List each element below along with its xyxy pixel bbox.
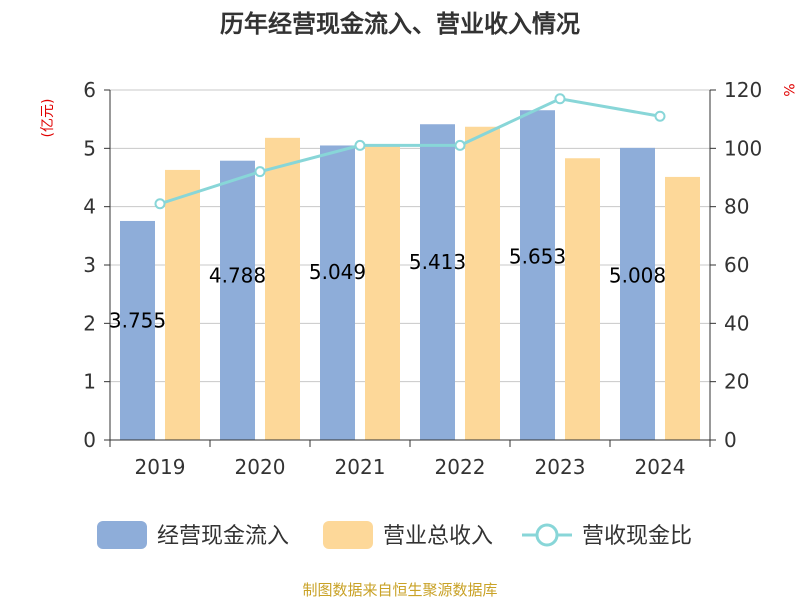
bar-revenue	[365, 145, 400, 440]
x-tick-label: 2023	[535, 455, 586, 479]
data-label: 4.788	[209, 264, 266, 288]
right-tick-label: 60	[724, 253, 749, 277]
chart-title: 历年经营现金流入、营业收入情况	[220, 10, 580, 38]
bar-cash-inflow	[520, 110, 555, 440]
line-point	[554, 93, 566, 105]
data-label: 5.653	[509, 244, 566, 268]
line-ratio	[159, 97, 661, 206]
left-tick-label: 4	[83, 195, 96, 219]
left-tick-label: 3	[83, 253, 96, 277]
right-tick-label: 0	[724, 428, 737, 452]
bar-revenue	[165, 169, 200, 440]
bar-revenue	[665, 176, 700, 440]
right-tick-label: 100	[724, 136, 762, 160]
left-tick-label: 5	[83, 136, 96, 160]
data-label: 5.008	[609, 264, 666, 288]
right-tick-label: 20	[724, 370, 749, 394]
bar-revenue	[265, 137, 300, 441]
line-point	[154, 198, 166, 210]
x-tick-label: 2022	[435, 455, 486, 479]
right-tick-label: 80	[724, 195, 749, 219]
line-point	[254, 166, 266, 178]
line-point	[454, 139, 466, 151]
bar-revenue	[565, 158, 600, 440]
left-tick-label: 1	[83, 370, 96, 394]
right-tick-label: 40	[724, 311, 749, 335]
line-series	[154, 93, 666, 210]
x-tick-label: 2024	[635, 455, 686, 479]
x-tick-label: 2021	[335, 455, 386, 479]
data-label: 5.049	[309, 260, 366, 284]
bar-cash-inflow	[320, 145, 355, 440]
bar-cash-inflow	[620, 147, 655, 440]
data-label: 5.413	[409, 250, 466, 274]
x-tick-label: 2020	[235, 455, 286, 479]
left-axis-unit: (亿元)	[40, 99, 56, 138]
grid-lines	[110, 89, 710, 383]
bar-cash-inflow	[120, 220, 155, 440]
right-tick-label: 120	[724, 78, 762, 102]
source-note: 制图数据来自恒生聚源数据库	[302, 581, 497, 599]
x-tick-label: 2019	[135, 455, 186, 479]
legend-swatch-revenue	[323, 521, 373, 549]
bar-cash-inflow	[220, 160, 255, 440]
data-labels: 3.755 4.788 5.049 5.413 5.653 5.008	[109, 244, 666, 332]
bar-revenue	[465, 126, 500, 440]
left-tick-label: 6	[83, 78, 96, 102]
line-point	[354, 139, 366, 151]
line-point	[654, 110, 666, 122]
bars	[120, 110, 700, 441]
legend: 经营现金流入 营业总收入 营收现金比	[97, 521, 692, 549]
legend-swatch-ratio-marker	[535, 523, 559, 547]
right-axis-unit: %	[780, 83, 796, 96]
bar-cash-inflow	[420, 124, 455, 440]
legend-label-revenue: 营业总收入	[383, 524, 493, 549]
left-tick-label: 2	[83, 311, 96, 335]
legend-swatch-cash-inflow	[97, 521, 147, 549]
legend-label-ratio: 营收现金比	[582, 524, 692, 549]
left-tick-label: 0	[83, 428, 96, 452]
data-label: 3.755	[109, 308, 166, 332]
legend-label-cash-inflow: 经营现金流入	[157, 524, 289, 549]
